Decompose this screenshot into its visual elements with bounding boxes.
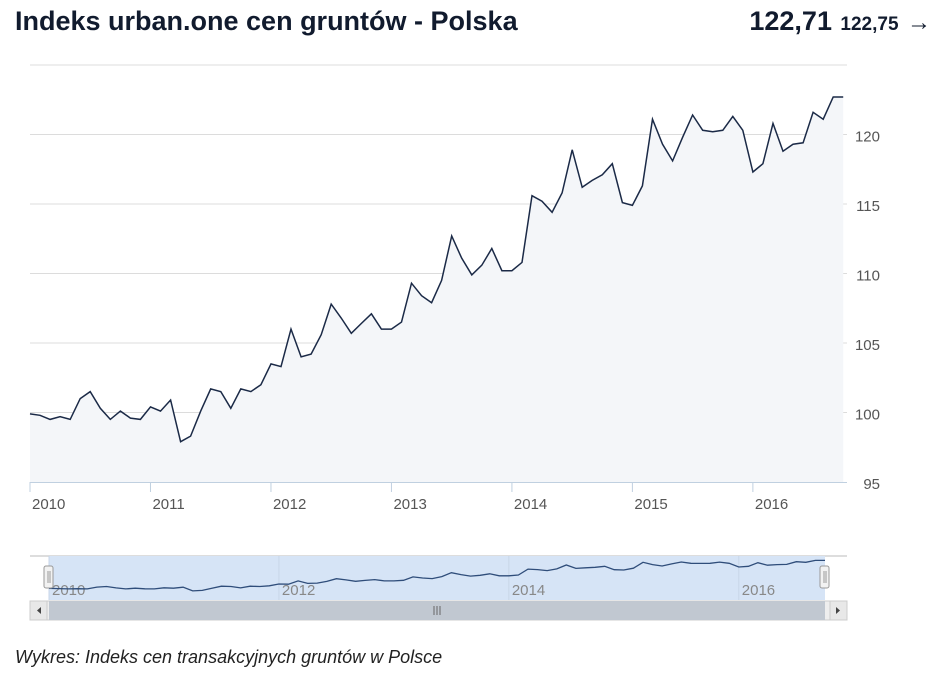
y-tick-label: 105 [855, 337, 880, 354]
x-tick-label: 2014 [514, 496, 547, 513]
x-tick-label: 2016 [755, 496, 788, 513]
arrow-right-icon: → [907, 9, 931, 36]
chart-area: 95 100 105 110 115 120 2010 2011 2012 2013 2014 201… [29, 64, 880, 621]
current-value: 122,71 [749, 6, 832, 36]
navigator-series-line [48, 559, 825, 592]
series-line [29, 96, 844, 443]
x-tick-label: 2013 [393, 496, 426, 513]
x-tick-label: 2012 [273, 496, 306, 513]
y-tick-label: 95 [863, 476, 880, 493]
index-value-display: 122,71 122,75 → [749, 6, 931, 37]
chart-title: Indeks urban.one cen gruntów - Polska [15, 6, 518, 36]
y-tick-label: 120 [855, 129, 880, 146]
x-tick-label: 2015 [634, 496, 667, 513]
chart-caption: Wykres: Indeks cen transakcyjnych gruntó… [15, 647, 443, 667]
navigator-tick-label: 2012 [282, 582, 315, 599]
navigator-tick-label: 2010 [52, 582, 85, 599]
previous-value: 122,75 [840, 14, 899, 35]
x-tick-label: 2011 [152, 496, 184, 513]
x-tick-label: 2010 [32, 496, 65, 513]
arrow-right-icon [836, 607, 840, 614]
series-area [30, 97, 844, 482]
navigator-tick-label: 2016 [742, 582, 775, 599]
arrow-left-icon [37, 607, 41, 614]
y-tick-label: 115 [856, 198, 880, 215]
navigator-tick-label: 2014 [512, 582, 545, 599]
y-tick-label: 110 [856, 268, 880, 285]
y-tick-label: 100 [855, 407, 880, 424]
